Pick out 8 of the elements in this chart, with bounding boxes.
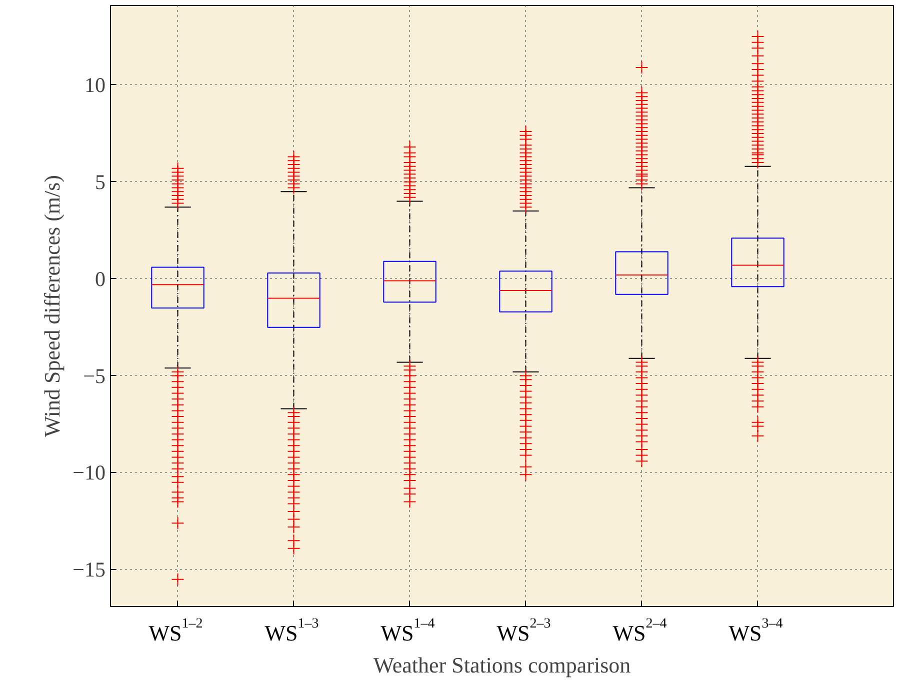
y-tick-label: −5: [83, 364, 106, 388]
y-tick-label: 5: [95, 170, 106, 194]
x-axis-title: Weather Stations comparison: [373, 652, 631, 678]
y-axis-title: Wind Speed differences (m/s): [40, 174, 65, 438]
y-tick-label: −10: [72, 460, 106, 485]
y-tick-label: 10: [84, 72, 106, 97]
y-tick-label: 0: [95, 266, 106, 291]
y-tick-label: −15: [72, 558, 106, 582]
